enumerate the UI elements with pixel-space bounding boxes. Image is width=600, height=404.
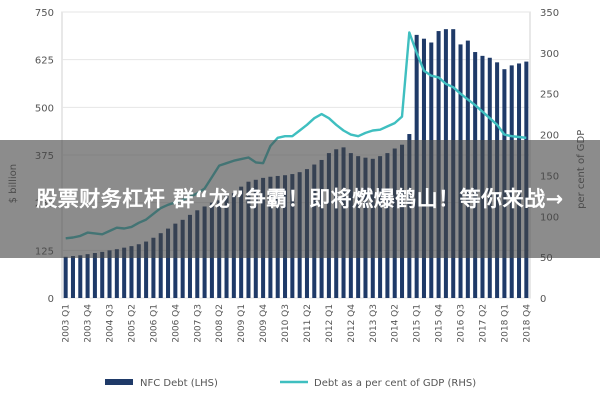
bar	[173, 223, 178, 298]
bar	[114, 249, 119, 298]
legend-label-nfc-debt: NFC Debt (LHS)	[140, 378, 218, 389]
x-tick-label: 2011 Q2	[303, 304, 313, 343]
headline-text[interactable]: 股票财务杠杆 群“龙”争霸！即将燃爆鹤山！等你来战→	[36, 187, 564, 211]
bar	[136, 244, 141, 298]
left-tick-label: 750	[35, 8, 54, 19]
x-tick-label: 2018 Q1	[500, 304, 510, 343]
x-tick-label: 2012 Q4	[347, 304, 357, 343]
bar	[63, 256, 68, 298]
headline-overlay[interactable]: 股票财务杠杆 群“龙”争霸！即将燃爆鹤山！等你来战→	[0, 140, 600, 258]
x-tick-label: 2009 Q4	[259, 304, 269, 343]
right-tick-label: 0	[540, 294, 546, 305]
x-tick-label: 2013 Q3	[369, 304, 379, 343]
bar	[151, 237, 156, 298]
legend-swatch-nfc-debt	[105, 379, 133, 385]
x-tick-label: 2012 Q1	[325, 304, 335, 343]
x-tick-label: 2010 Q3	[281, 304, 291, 343]
x-tick-label: 2015 Q4	[435, 304, 445, 343]
x-tick-label: 2016 Q3	[457, 304, 467, 343]
right-tick-label: 50	[540, 253, 553, 264]
right-tick-label: 250	[540, 90, 559, 101]
x-tick-label: 2018 Q4	[522, 304, 532, 343]
x-tick-label: 2006 Q4	[171, 304, 181, 343]
x-tick-label: 2008 Q2	[215, 304, 225, 343]
bar	[144, 241, 149, 298]
left-tick-label: 625	[35, 56, 54, 67]
x-tick-label: 2003 Q4	[84, 304, 94, 343]
bar	[129, 246, 134, 298]
x-tick-label: 2009 Q1	[237, 304, 247, 343]
bar	[122, 247, 127, 298]
x-tick-label: 2007 Q3	[193, 304, 203, 343]
bar	[166, 228, 171, 298]
bar	[180, 219, 185, 298]
x-tick-label: 2015 Q1	[413, 304, 423, 343]
x-tick-label: 2005 Q2	[127, 304, 137, 343]
right-tick-label: 300	[540, 49, 559, 60]
bar	[78, 255, 83, 298]
x-tick-label: 2014 Q2	[391, 304, 401, 343]
x-tick-label: 2004 Q3	[106, 304, 116, 343]
left-tick-label: 500	[35, 103, 54, 114]
bar	[158, 233, 163, 298]
right-tick-label: 200	[540, 131, 559, 142]
x-tick-label: 2003 Q1	[62, 304, 72, 343]
legend-label-gdp: Debt as a per cent of GDP (RHS)	[314, 378, 476, 389]
bar	[107, 250, 112, 298]
bar	[100, 251, 105, 298]
bar	[92, 253, 97, 298]
bar	[85, 254, 90, 298]
x-tick-label: 2017 Q2	[478, 304, 488, 343]
left-tick-label: 0	[48, 294, 54, 305]
x-tick-label: 2006 Q1	[149, 304, 159, 343]
bar	[70, 256, 75, 298]
right-tick-label: 350	[540, 8, 559, 19]
